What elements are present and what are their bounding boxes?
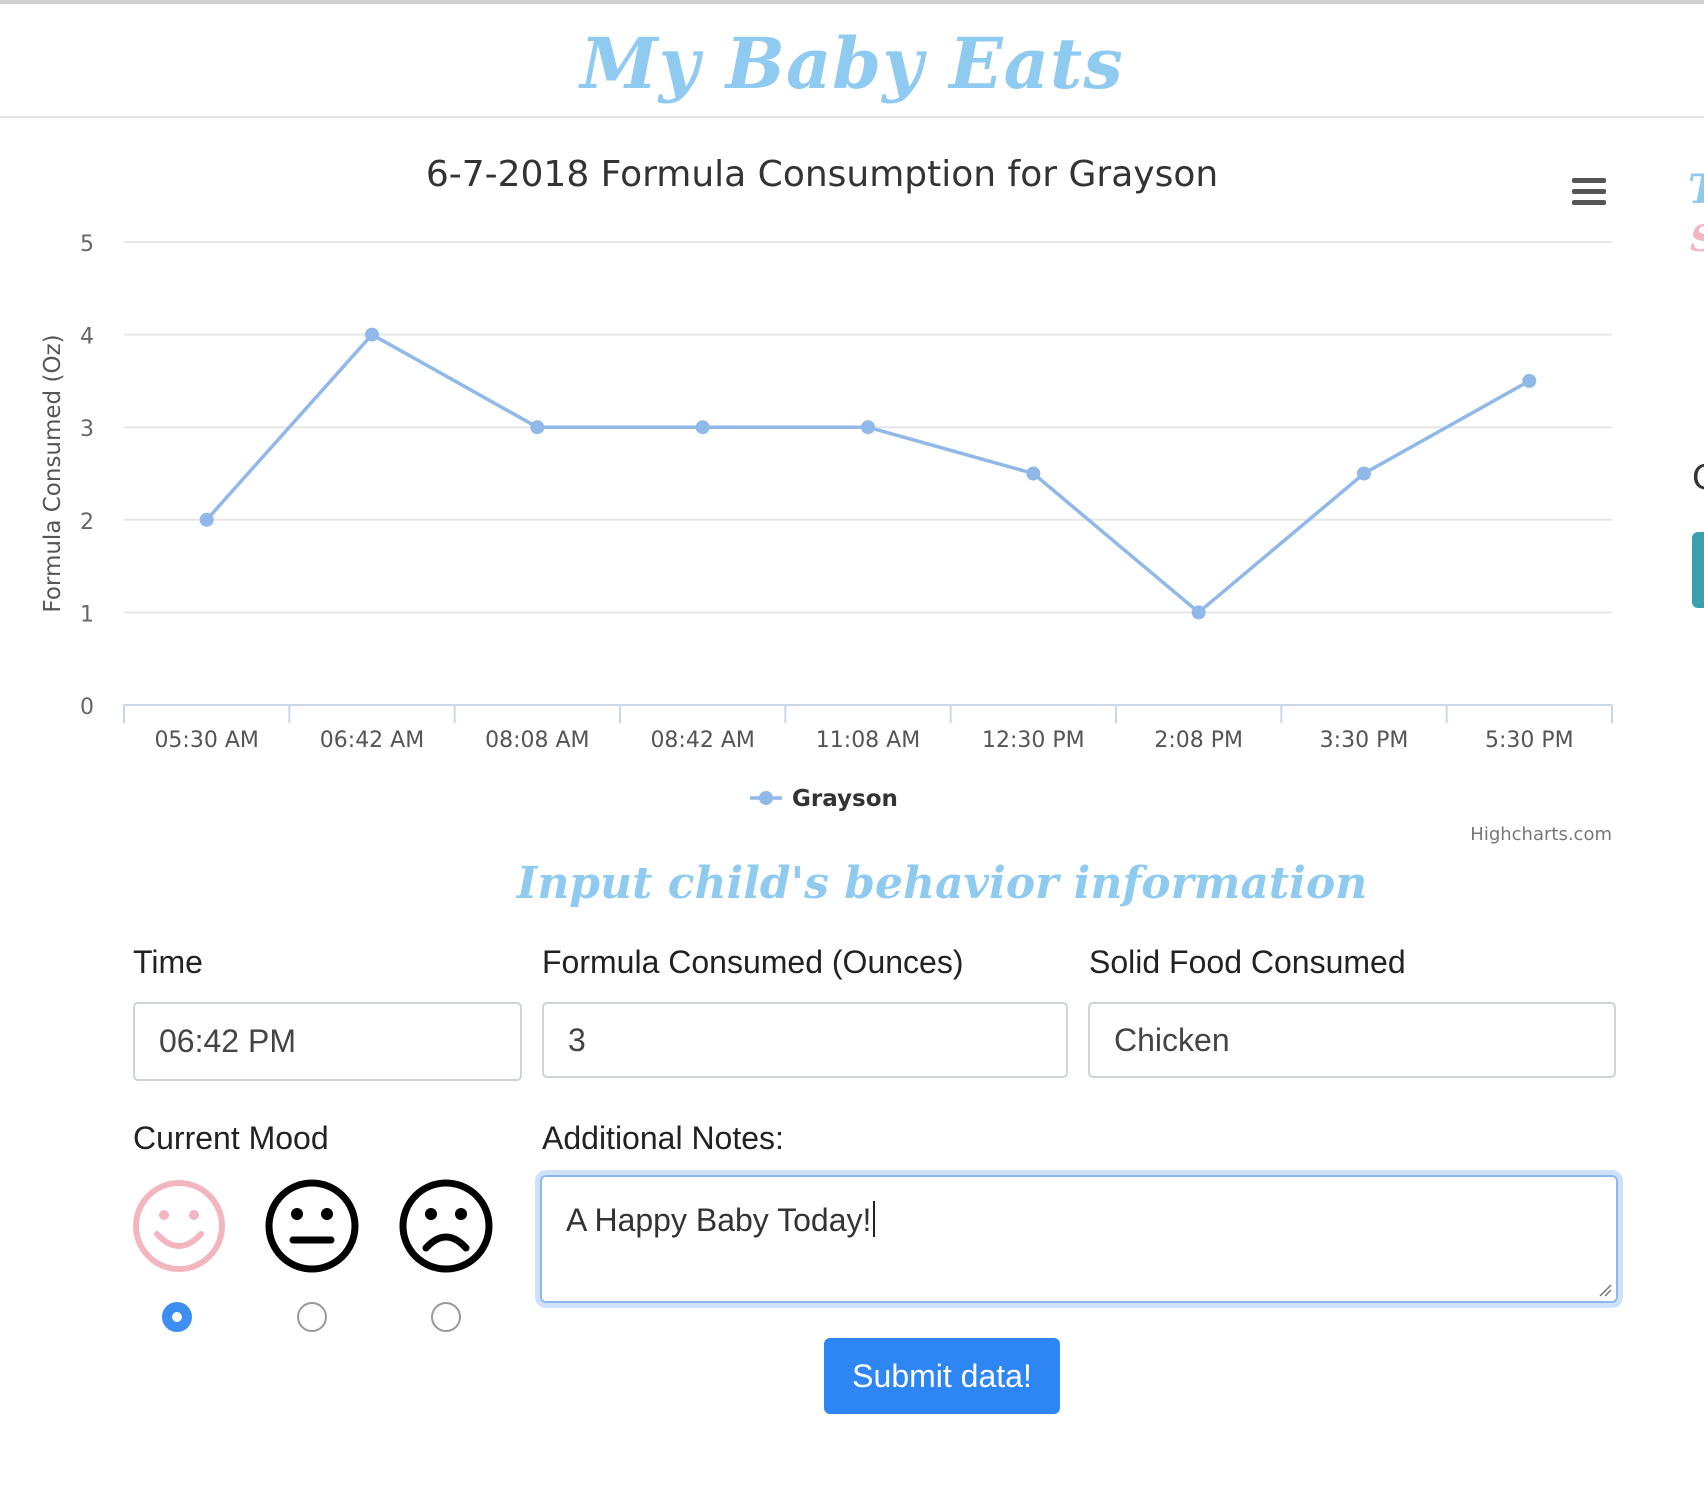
series-line: [205, 332, 1531, 615]
x-tick-label: 5:30 PM: [1485, 728, 1574, 753]
formula-input-value: 3: [568, 1021, 586, 1058]
resize-handle-icon[interactable]: [1598, 1283, 1612, 1297]
mood-radio-neutral[interactable]: [297, 1302, 327, 1332]
y-tick-label: 5: [80, 232, 94, 257]
data-point: [365, 327, 379, 342]
notes-label: Additional Notes:: [542, 1120, 784, 1156]
submit-button[interactable]: Submit data!: [824, 1338, 1060, 1414]
mood-radio-happy[interactable]: [162, 1302, 192, 1332]
data-point: [1522, 373, 1537, 388]
edge-fragment-heading: T: [1688, 166, 1704, 213]
data-point: [1026, 466, 1041, 481]
x-tick-label: 08:08 AM: [485, 728, 589, 753]
x-tick-label: 06:42 AM: [320, 728, 424, 753]
data-point: [1357, 466, 1371, 481]
x-tick-label: 08:42 AM: [650, 728, 754, 753]
data-point: [199, 512, 214, 527]
solid-food-input[interactable]: Chicken: [1088, 1002, 1616, 1078]
time-input-value: 06:42 PM: [159, 1023, 296, 1059]
legend-marker: [759, 791, 773, 805]
y-tick-label: 3: [80, 417, 94, 442]
data-point: [861, 420, 875, 435]
chart-title: 6-7-2018 Formula Consumption for Grayson: [426, 154, 1218, 195]
text-caret: [873, 1201, 876, 1237]
edge-fragment-subheading: S: [1690, 218, 1704, 260]
formula-input[interactable]: 3: [542, 1002, 1068, 1078]
happy-face-icon[interactable]: [131, 1178, 227, 1274]
edge-fragment-text: C: [1692, 458, 1704, 498]
top-border: [0, 0, 1704, 4]
y-tick-label: 2: [80, 510, 94, 535]
time-label: Time: [133, 944, 203, 980]
solid-food-label: Solid Food Consumed: [1089, 944, 1406, 980]
x-tick-label: 2:08 PM: [1154, 728, 1243, 753]
notes-textarea-value: A Happy Baby Today!: [566, 1202, 872, 1238]
time-input[interactable]: 06:42 PM: [133, 1002, 522, 1081]
header: My Baby Eats: [0, 4, 1704, 118]
mood-radio-sad[interactable]: [431, 1302, 461, 1332]
y-axis-label: Formula Consumed (Oz): [40, 334, 66, 612]
x-tick-label: 12:30 PM: [982, 728, 1085, 753]
legend-label: Grayson: [792, 786, 898, 812]
edge-fragment-button[interactable]: [1692, 532, 1704, 608]
formula-label: Formula Consumed (Ounces): [542, 944, 964, 980]
y-tick-label: 1: [80, 602, 94, 627]
y-tick-label: 4: [80, 325, 94, 350]
data-point: [695, 420, 710, 435]
solid-food-input-value: Chicken: [1114, 1021, 1230, 1058]
chart-credits: Highcharts.com: [1470, 824, 1612, 845]
y-tick-label: 0: [80, 695, 94, 720]
data-point: [1191, 605, 1206, 620]
data-point: [530, 420, 545, 435]
sad-face-icon[interactable]: [398, 1178, 494, 1274]
mood-label: Current Mood: [133, 1120, 329, 1156]
section-title: Input child's behavior information: [516, 858, 1368, 909]
brand-title: My Baby Eats: [580, 22, 1124, 105]
x-tick-label: 11:08 AM: [816, 728, 920, 753]
x-tick-label: 3:30 PM: [1320, 728, 1409, 753]
neutral-face-icon[interactable]: [264, 1178, 360, 1274]
notes-textarea[interactable]: A Happy Baby Today!: [540, 1175, 1618, 1303]
x-tick-label: 05:30 AM: [154, 728, 258, 753]
formula-chart: 6-7-2018 Formula Consumption for Grayson…: [40, 154, 1613, 845]
chart-menu-icon[interactable]: [1572, 178, 1606, 208]
